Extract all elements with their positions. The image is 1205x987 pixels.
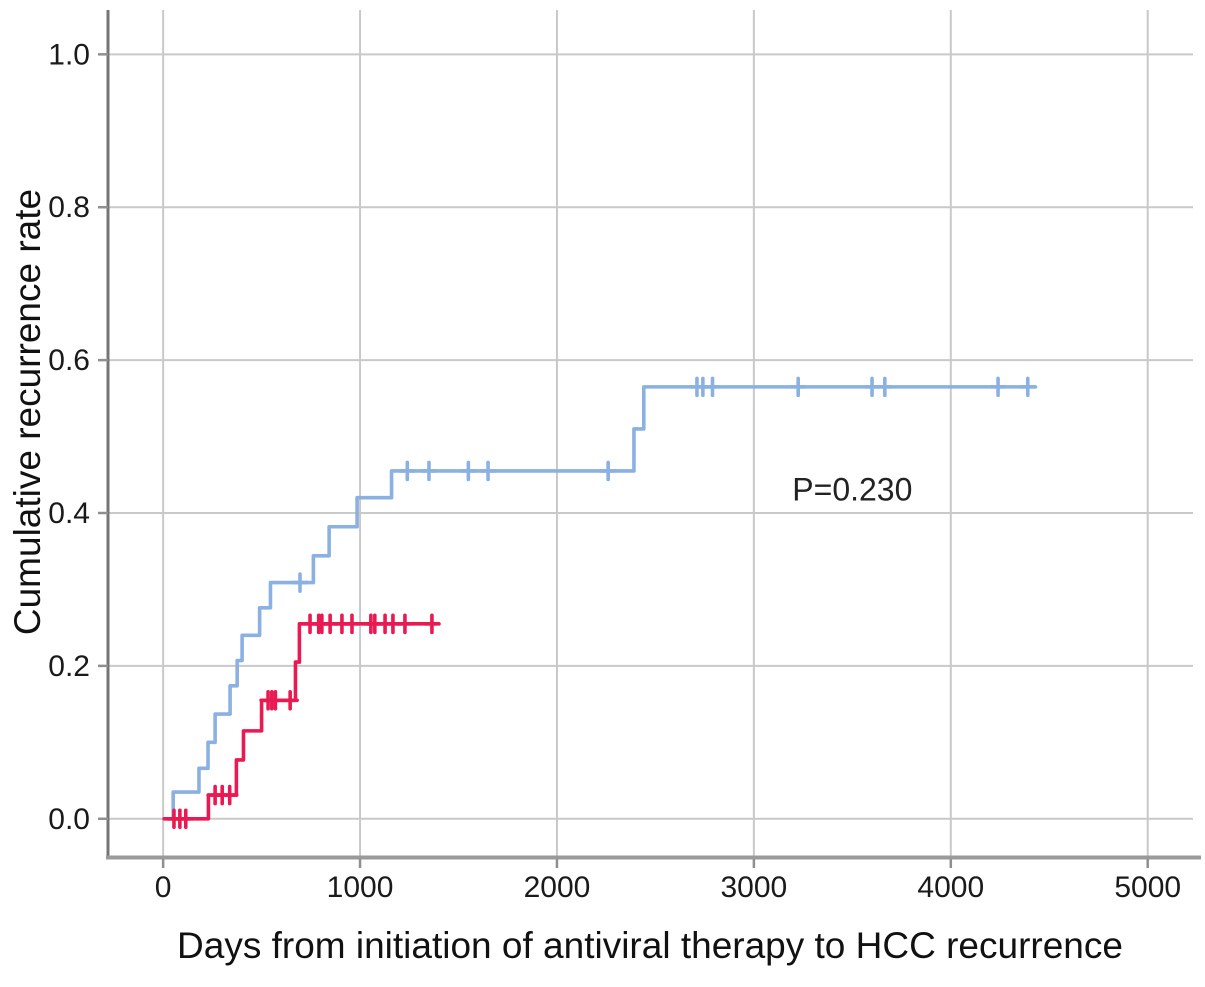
tick-labels: 0 1000 2000 3000 4000 5000 0.0 0.2 0.4 0.6 0.8 1.0: [48, 38, 1181, 904]
y-axis-title: Cumulative recurrence rate: [7, 189, 48, 635]
x-tick-label: 5000: [1114, 871, 1181, 904]
x-axis-title: Days from initiation of antiviral therap…: [177, 925, 1123, 966]
x-tick-label: 3000: [721, 871, 788, 904]
series-layer: [162, 376, 1038, 830]
p-value-annotation: P=0.230: [792, 471, 912, 507]
x-tick-label: 4000: [917, 871, 984, 904]
blue-series-censor-marks: [291, 376, 1037, 593]
y-tick-label: 0.0: [48, 803, 90, 836]
red-series-censor-marks: [165, 613, 441, 830]
y-tick-label: 0.2: [48, 650, 90, 683]
axes: [98, 10, 1201, 868]
x-tick-label: 0: [155, 871, 172, 904]
y-tick-label: 0.6: [48, 344, 90, 377]
red-series-group: [162, 613, 441, 830]
x-tick-label: 1000: [327, 871, 394, 904]
blue-series-group: [166, 376, 1038, 821]
y-tick-label: 0.8: [48, 191, 90, 224]
x-tick-label: 2000: [524, 871, 591, 904]
y-tick-label: 0.4: [48, 497, 90, 530]
red-series-line: [162, 622, 438, 821]
y-tick-label: 1.0: [48, 38, 90, 71]
blue-series-line: [166, 385, 1038, 821]
gridlines: [108, 10, 1193, 857]
